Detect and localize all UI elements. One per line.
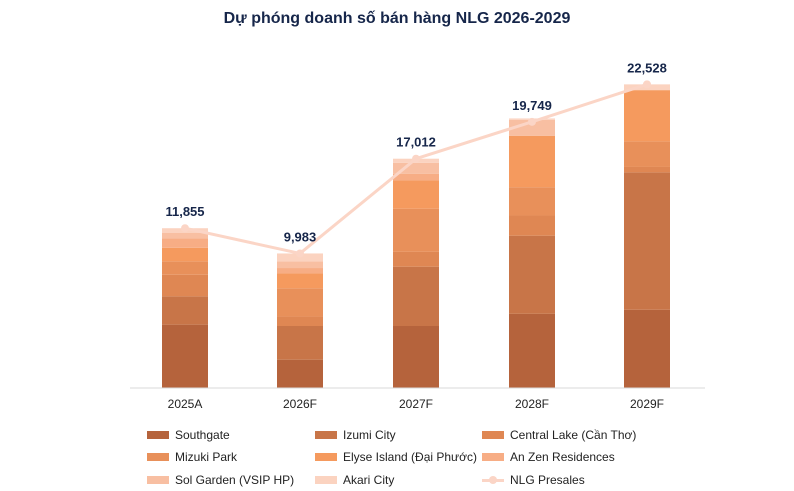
bar-segment xyxy=(624,172,670,310)
bar-segment xyxy=(393,162,439,174)
bar-segment xyxy=(509,215,555,236)
bar-segment xyxy=(162,296,208,325)
bar-segment xyxy=(162,233,208,239)
bar-segment xyxy=(277,261,323,269)
x-tick-label: 2029F xyxy=(630,397,664,411)
bar-segment xyxy=(277,359,323,388)
bar-segment xyxy=(624,166,670,173)
presales-value-label: 22,528 xyxy=(627,60,667,75)
presales-line-layer xyxy=(181,80,651,258)
presales-value-label: 17,012 xyxy=(396,135,436,150)
bar-segment xyxy=(277,326,323,360)
x-tick-labels: 2025A 2026F 2027F 2028F 2029F xyxy=(168,397,664,411)
presales-point xyxy=(296,249,304,258)
bar-segment xyxy=(509,187,555,216)
bar-segment xyxy=(162,324,208,388)
bar-segment xyxy=(509,119,555,136)
bar-segment xyxy=(393,326,439,388)
x-tick-label: 2025A xyxy=(168,397,203,411)
presales-point xyxy=(643,80,651,89)
bar-segment xyxy=(277,316,323,326)
x-tick-label: 2026F xyxy=(283,397,317,411)
chart-title: Dự phóng doanh số bán hàng NLG 2026-2029 xyxy=(224,10,571,27)
presales-point xyxy=(181,224,189,233)
presales-point xyxy=(412,154,420,163)
bar-segment xyxy=(162,247,208,262)
bar-segment xyxy=(393,208,439,252)
bar-segment xyxy=(624,309,670,388)
bar-segment xyxy=(162,261,208,275)
bar-segment xyxy=(277,288,323,317)
x-tick-label: 2027F xyxy=(399,397,433,411)
bar-segment xyxy=(393,266,439,326)
bar-segment xyxy=(509,235,555,314)
bar-segment xyxy=(277,273,323,289)
bar-segment xyxy=(393,251,439,267)
bar-segment xyxy=(509,135,555,188)
presales-value-label: 19,749 xyxy=(512,98,552,113)
bars-layer xyxy=(162,84,670,388)
bar-segment xyxy=(624,141,670,167)
bar-segment xyxy=(624,90,670,142)
bar-segment xyxy=(162,274,208,297)
presales-value-label: 9,983 xyxy=(284,229,317,244)
bar-segment xyxy=(162,238,208,248)
bar-segment xyxy=(393,173,439,181)
presales-point xyxy=(528,117,536,126)
bar-segment xyxy=(277,268,323,274)
presales-value-label: 11,855 xyxy=(165,204,204,219)
x-tick-label: 2028F xyxy=(515,397,549,411)
total-labels-layer: 11,855 9,983 17,012 19,749 22,528 xyxy=(165,60,666,244)
bar-segment xyxy=(393,180,439,209)
bar-segment xyxy=(509,313,555,388)
